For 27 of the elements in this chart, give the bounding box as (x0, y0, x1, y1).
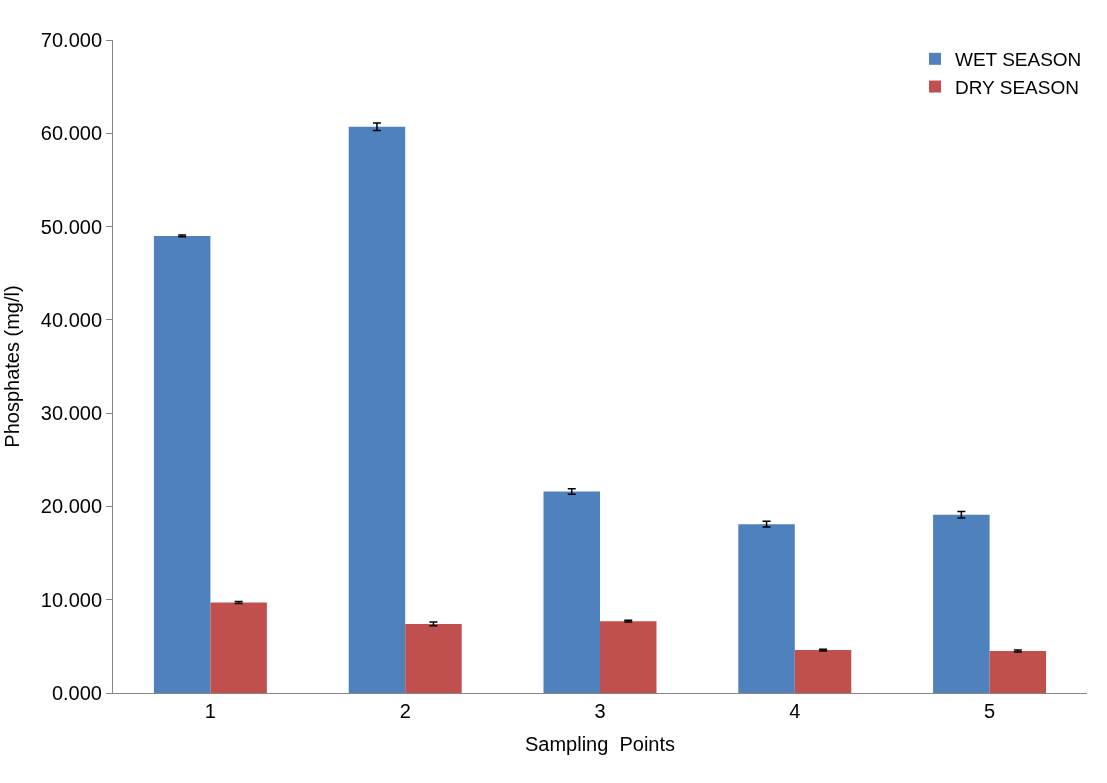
y-tick-label: 40.000 (40, 308, 102, 331)
x-axis-title: Sampling Points (524, 732, 676, 755)
legend-label: WET SEASON (955, 49, 1082, 71)
y-tick-label: 0.000 (51, 682, 102, 704)
x-tick-label: 4 (789, 700, 801, 722)
x-tick-label: 3 (594, 700, 606, 722)
y-tick-label: 60.000 (40, 122, 102, 145)
bar (738, 524, 795, 693)
bar (153, 235, 211, 693)
x-tick-label: 2 (399, 700, 411, 722)
x-tick-label: 5 (984, 700, 996, 722)
bar (600, 621, 657, 693)
bar (210, 602, 267, 693)
y-tick-label: 10.000 (40, 588, 102, 611)
bar (989, 651, 1047, 693)
bar (933, 514, 990, 693)
bar (543, 491, 600, 693)
bar (405, 623, 462, 693)
y-tick-label: 30.000 (40, 402, 102, 425)
bar (794, 650, 852, 693)
y-tick-label: 20.000 (40, 495, 102, 518)
y-tick-label: 70.000 (40, 29, 102, 51)
y-tick-label: 50.000 (40, 215, 102, 238)
x-tick-label: 1 (204, 700, 216, 722)
bar (348, 126, 406, 693)
y-axis-title: Phosphates (mg/l) (1, 285, 24, 448)
legend-label: DRY SEASON (955, 76, 1079, 98)
